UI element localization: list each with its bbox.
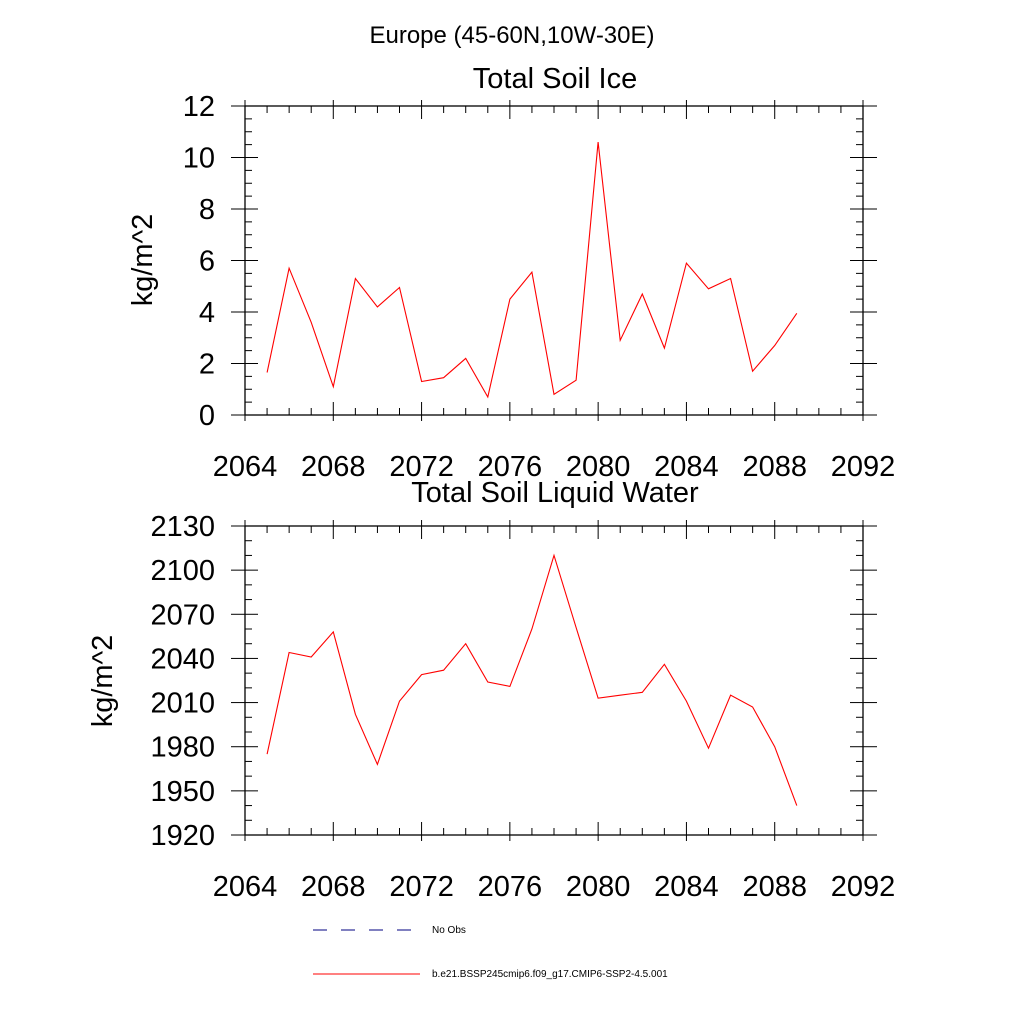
x-tick-label: 2072 [389, 451, 454, 483]
x-tick-label: 2092 [831, 451, 896, 483]
x-tick-label: 2084 [654, 451, 719, 483]
y-tick-label: 8 [199, 194, 215, 226]
panel-title: Total Soil Ice [473, 63, 637, 95]
y-tick-label: 2010 [150, 688, 215, 720]
series-line [266, 553, 798, 806]
y-tick-label: 6 [199, 246, 215, 278]
y-tick-label: 12 [183, 91, 215, 123]
y-tick-label: 1980 [150, 732, 215, 764]
y-tick-label: 2 [199, 349, 215, 381]
axis-ticks [231, 100, 877, 421]
x-tick-label: 2076 [478, 871, 543, 903]
panel-soil-liquid-water: Total Soil Liquid Water kg/m^2 2064 2068 2… [87, 477, 895, 903]
plot-frame [244, 525, 864, 836]
series-line [266, 142, 798, 399]
legend-label: b.e21.BSSP245cmip6.f09_g17.CMIP6-SSP2-4.… [432, 969, 668, 980]
plot-frame [244, 105, 864, 416]
axis-ticks [231, 520, 877, 841]
y-tick-label: 2070 [150, 599, 215, 631]
x-tick-label: 2088 [742, 871, 807, 903]
tick-labels: 2064 2068 2072 2076 2080 2084 2088 2092 1920 1950… [150, 511, 895, 903]
y-axis-label: kg/m^2 [87, 635, 119, 728]
x-tick-label: 2068 [301, 871, 366, 903]
x-tick-label: 2080 [566, 871, 631, 903]
x-tick-label: 2072 [389, 871, 454, 903]
y-tick-label: 2130 [150, 511, 215, 543]
y-tick-label: 1920 [150, 820, 215, 852]
y-tick-label: 0 [199, 400, 215, 432]
legend-entry-no-obs: No Obs [313, 925, 466, 936]
x-tick-label: 2076 [478, 451, 543, 483]
y-tick-label: 4 [199, 297, 215, 329]
x-tick-label: 2068 [301, 451, 366, 483]
x-tick-label: 2064 [213, 451, 278, 483]
series-lines [266, 553, 798, 806]
legend-entry-model-run: b.e21.BSSP245cmip6.f09_g17.CMIP6-SSP2-4.… [313, 969, 668, 980]
x-tick-label: 2084 [654, 871, 719, 903]
y-tick-label: 2040 [150, 643, 215, 675]
y-tick-label: 1950 [150, 776, 215, 808]
x-tick-label: 2064 [213, 871, 278, 903]
tick-labels: 2064 2068 2072 2076 2080 2084 2088 2092 0 2 4 6 8 10 1… [183, 91, 896, 483]
legend: No Obs b.e21.BSSP245cmip6.f09_g17.CMIP6-… [313, 925, 668, 980]
y-axis-label: kg/m^2 [127, 214, 159, 307]
panel-soil-ice: Total Soil Ice kg/m^2 2064 2068 2072 2076 20… [127, 63, 895, 483]
y-tick-label: 2100 [150, 555, 215, 587]
x-tick-label: 2080 [566, 451, 631, 483]
suptitle: Europe (45-60N,10W-30E) [369, 22, 654, 49]
panel-title: Total Soil Liquid Water [411, 477, 699, 509]
y-tick-label: 10 [183, 143, 215, 175]
x-tick-label: 2092 [831, 871, 896, 903]
legend-label: No Obs [432, 925, 466, 936]
x-tick-label: 2088 [742, 451, 807, 483]
series-lines [266, 142, 798, 399]
